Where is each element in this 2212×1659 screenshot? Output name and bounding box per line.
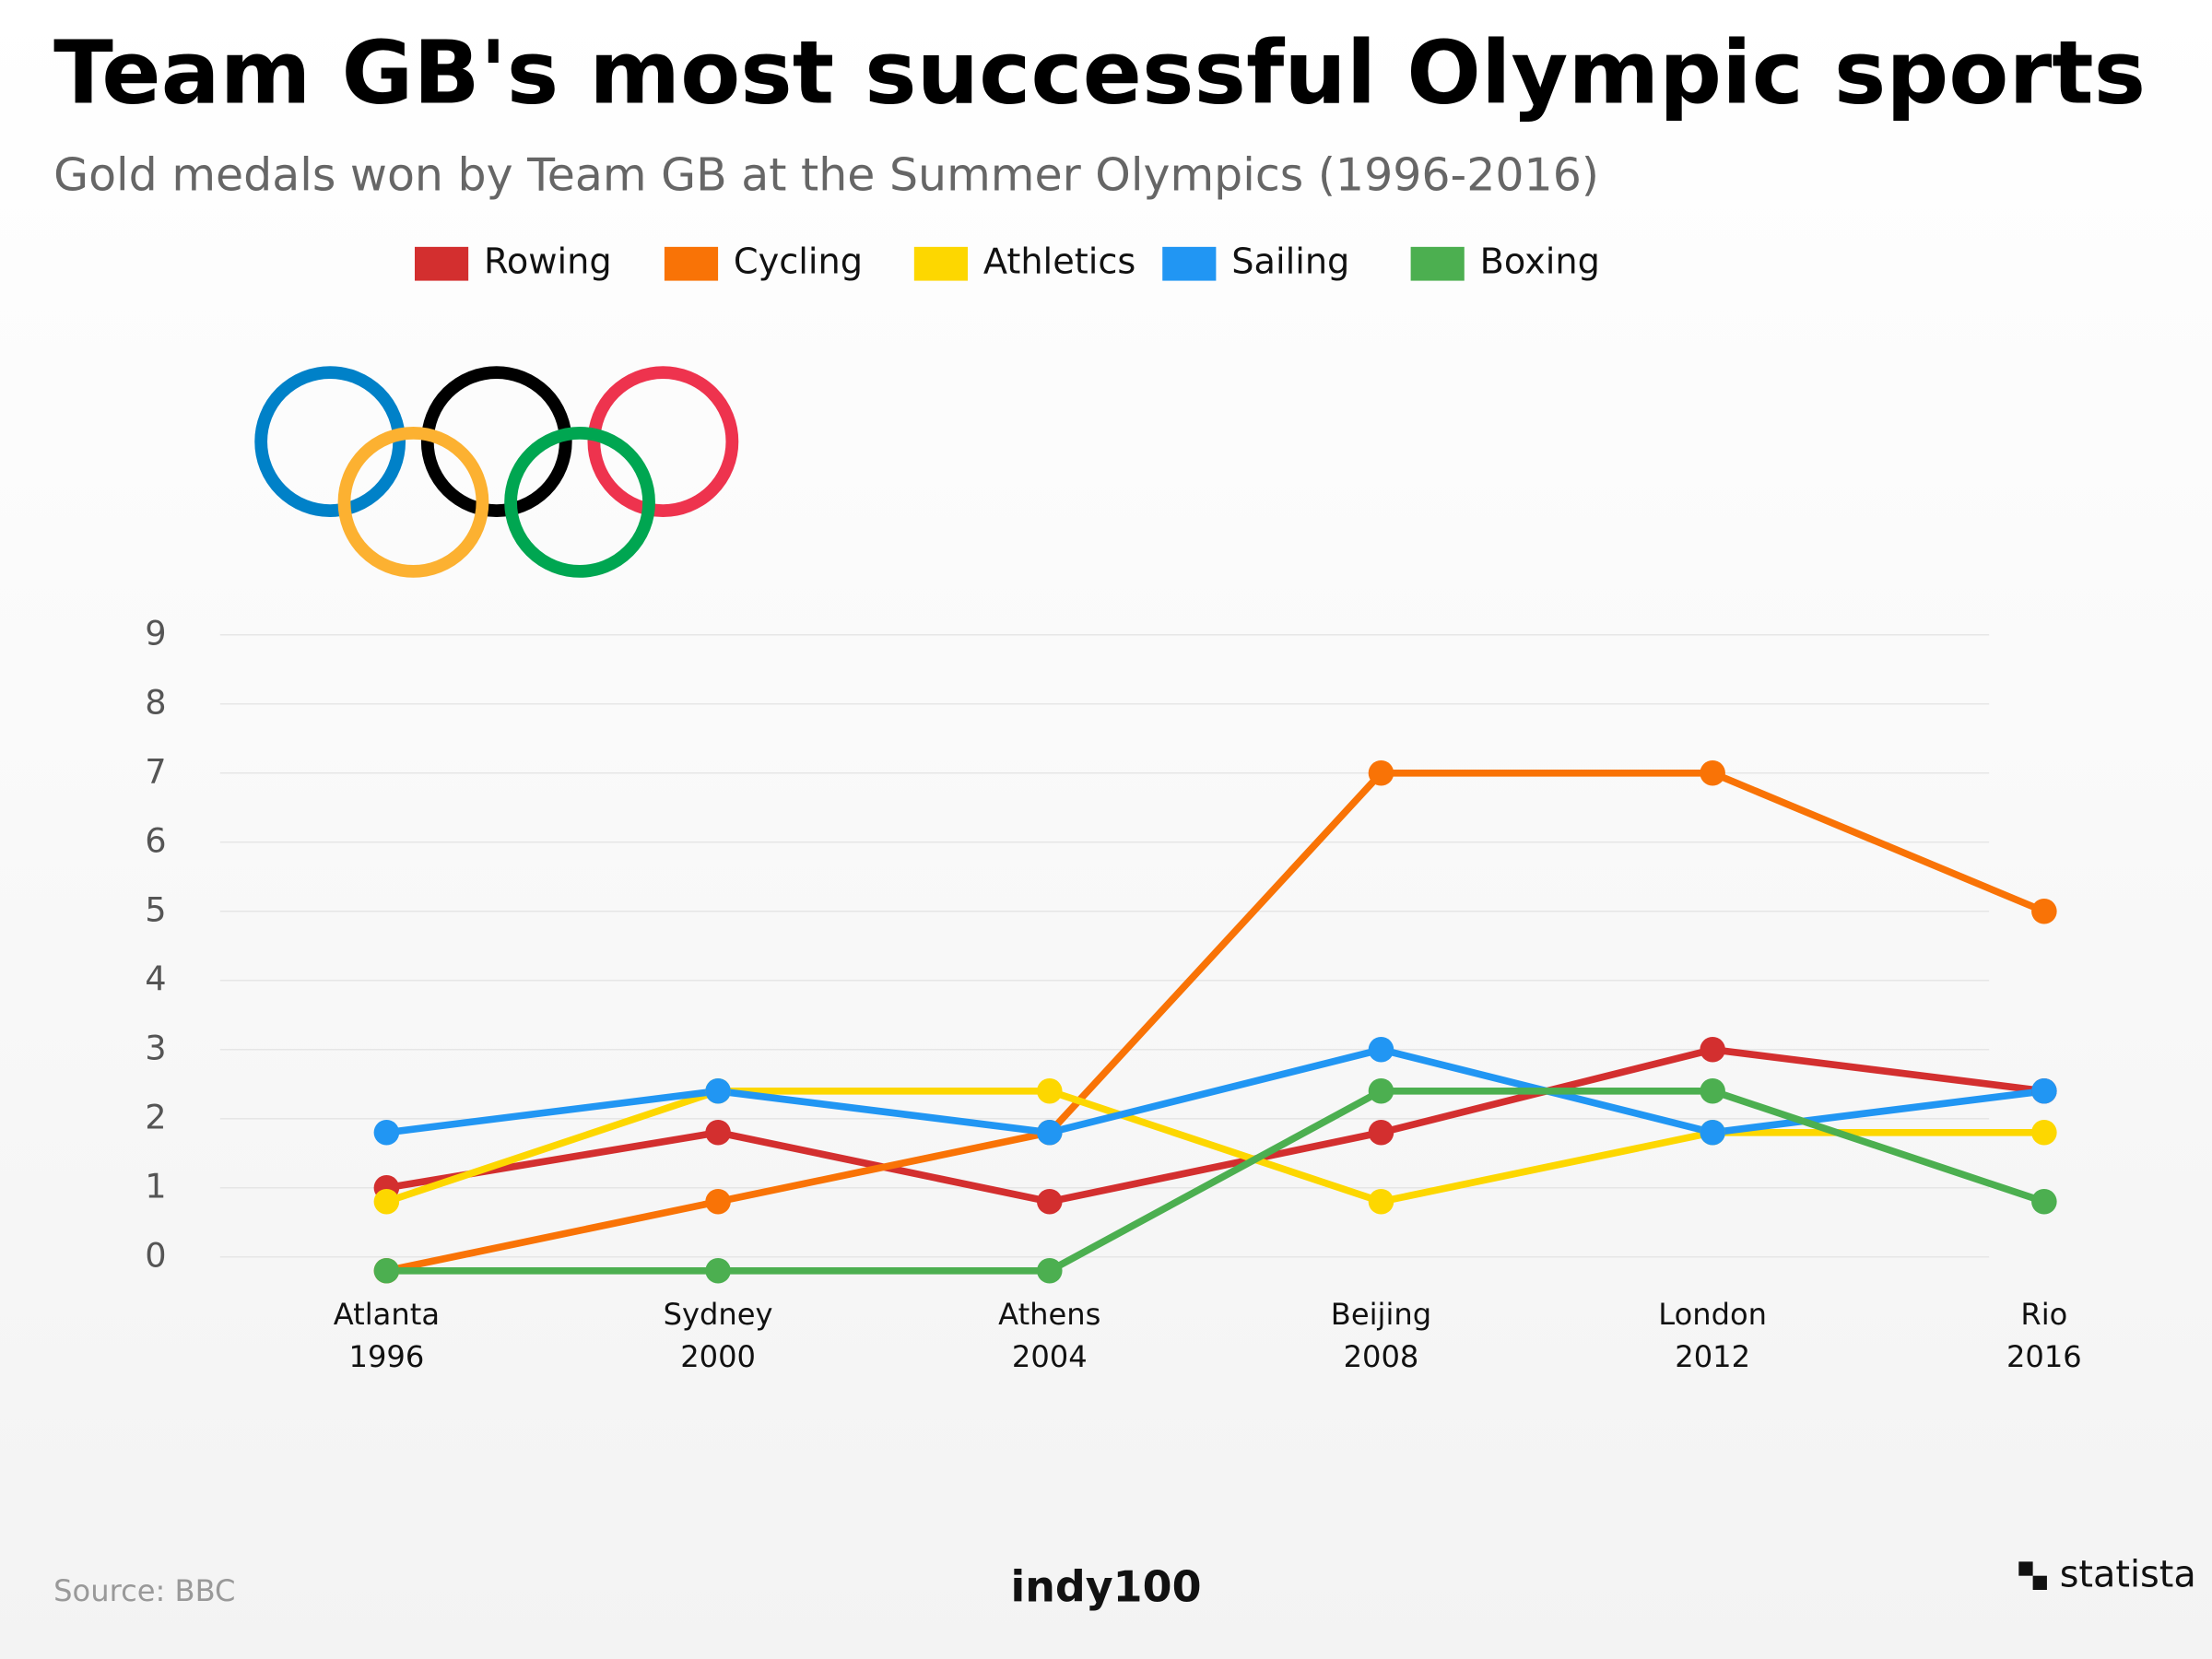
brand: indy100	[1010, 1562, 1201, 1612]
legend-label: Cycling	[734, 241, 863, 283]
x-tick-label: 2012	[1675, 1339, 1750, 1374]
legend-swatch	[913, 246, 968, 281]
legend-label: Athletics	[983, 241, 1135, 283]
legend-label: Rowing	[484, 241, 612, 283]
data-point	[1368, 1078, 1394, 1104]
data-point	[705, 1258, 731, 1284]
y-tick-label: 2	[145, 1097, 166, 1136]
x-tick-label: Atlanta	[334, 1297, 440, 1332]
legend-label: Boxing	[1480, 241, 1600, 283]
y-tick-label: 0	[145, 1235, 166, 1275]
data-point	[373, 1258, 400, 1284]
y-tick-label: 1	[145, 1166, 166, 1206]
x-tick-label: Sydney	[664, 1297, 773, 1332]
data-point	[373, 1120, 400, 1146]
logo: statista	[2060, 1554, 2196, 1596]
x-tick-label: 1996	[349, 1339, 425, 1374]
data-point	[705, 1078, 731, 1104]
data-point	[1368, 1189, 1394, 1215]
data-point	[705, 1189, 731, 1215]
data-point	[1037, 1189, 1063, 1215]
data-point	[705, 1120, 731, 1146]
x-tick-label: London	[1658, 1297, 1767, 1332]
x-tick-label: 2016	[2006, 1339, 2082, 1374]
data-point	[373, 1189, 400, 1215]
olympic-rings	[254, 366, 739, 578]
legend-swatch	[1162, 246, 1217, 281]
data-point	[1700, 1120, 1725, 1146]
data-point	[2031, 1078, 2057, 1104]
x-tick-label: Athens	[998, 1297, 1100, 1332]
series-line	[385, 1045, 2045, 1206]
data-point	[1368, 1037, 1394, 1063]
x-tick-label: 2004	[1012, 1339, 1088, 1374]
series-line	[385, 769, 2046, 1275]
x-tick-label: 2000	[680, 1339, 756, 1374]
data-point	[2031, 1189, 2057, 1215]
y-tick-label: 4	[145, 959, 166, 998]
y-tick-label: 9	[145, 613, 166, 653]
legend-swatch	[1410, 246, 1465, 281]
series-line	[386, 1087, 2046, 1275]
data-point	[1037, 1078, 1063, 1104]
y-tick-label: 3	[145, 1028, 166, 1067]
chart-title: Team GB's most successful Olympic sports	[53, 23, 2146, 124]
source: Source: BBC	[53, 1573, 235, 1608]
data-point	[2031, 1120, 2057, 1146]
y-tick-label: 5	[145, 889, 166, 929]
logo-mark	[2018, 1561, 2047, 1590]
data-point	[1368, 1120, 1394, 1146]
series-line	[385, 1087, 2044, 1206]
data-point	[1700, 760, 1725, 786]
data-point	[1700, 1037, 1725, 1063]
x-tick-label: 2008	[1344, 1339, 1419, 1374]
y-tick-label: 8	[145, 682, 166, 722]
chart-subtitle: Gold medals won by Team GB at the Summer…	[53, 148, 1599, 201]
y-tick-label: 7	[145, 751, 166, 791]
data-point	[1700, 1078, 1725, 1104]
data-point	[1037, 1258, 1063, 1284]
series-line	[385, 1045, 2045, 1136]
y-tick-label: 6	[145, 820, 166, 860]
data-point	[1037, 1120, 1063, 1146]
data-point	[2031, 899, 2057, 924]
x-tick-label: Rio	[2020, 1297, 2067, 1332]
data-point	[1368, 760, 1394, 786]
x-tick-label: Beijing	[1331, 1297, 1431, 1332]
legend-swatch	[415, 246, 469, 281]
legend-label: Sailing	[1231, 241, 1349, 283]
legend-swatch	[664, 246, 719, 281]
